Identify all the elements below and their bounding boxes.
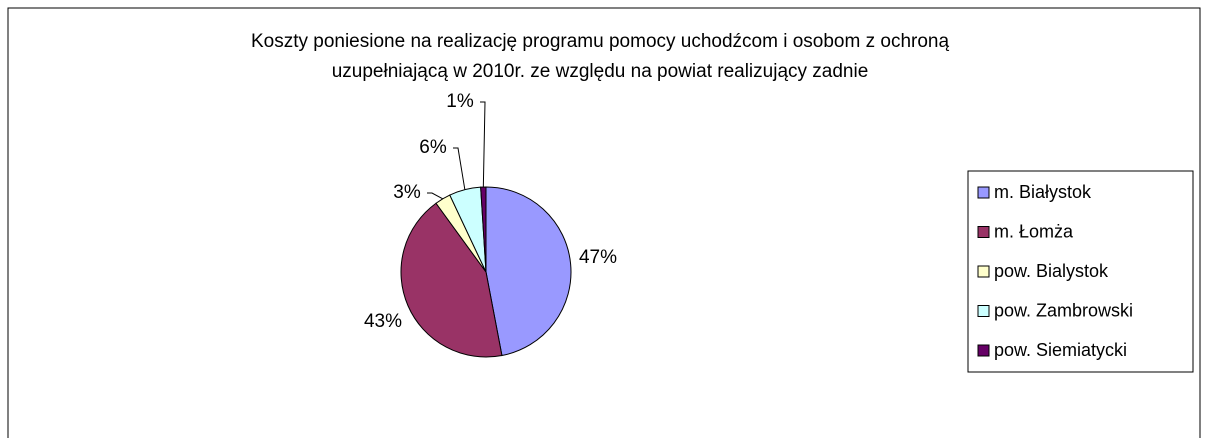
data-label: 3% bbox=[393, 182, 421, 203]
data-label: 47% bbox=[579, 247, 617, 268]
legend-swatch bbox=[977, 186, 990, 199]
legend-label: m. Łomża bbox=[994, 221, 1074, 241]
legend-swatch bbox=[977, 265, 990, 278]
data-label: 43% bbox=[364, 311, 402, 332]
legend: m. Białystok m. Łomża pow. Bialystok pow. Z… bbox=[977, 182, 1133, 360]
leader-line bbox=[453, 147, 466, 190]
data-label: 1% bbox=[446, 91, 474, 112]
legend-swatch bbox=[977, 305, 990, 317]
legend-swatch bbox=[977, 226, 990, 238]
legend-label: pow. Bialystok bbox=[994, 261, 1109, 281]
pie-slice bbox=[400, 202, 503, 358]
legend-box bbox=[967, 170, 1194, 373]
leader-line bbox=[427, 192, 443, 200]
legend-swatch bbox=[977, 344, 990, 357]
chart-border bbox=[7, 7, 1201, 438]
leader-line bbox=[480, 101, 486, 188]
pie-slice bbox=[480, 186, 487, 273]
chart-title: uzupełniającą w 2010r. ze względu na pow… bbox=[332, 61, 869, 82]
legend-label: m. Białystok bbox=[994, 182, 1092, 202]
pie-slice bbox=[485, 186, 572, 357]
data-label: 6% bbox=[419, 137, 447, 158]
chart-title: Koszty poniesione na realizację programu… bbox=[251, 31, 950, 52]
legend-label: pow. Zambrowski bbox=[994, 300, 1133, 320]
legend-label: pow. Siemiatycki bbox=[994, 340, 1127, 360]
